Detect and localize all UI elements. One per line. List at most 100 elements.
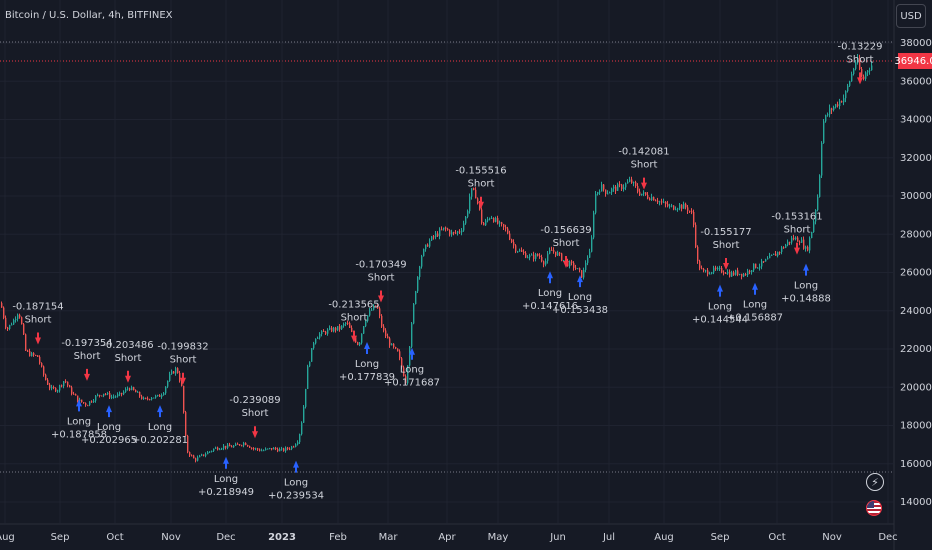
candle-body: [475, 189, 477, 199]
candle-body: [463, 223, 465, 231]
candle-body: [439, 229, 441, 237]
candle-body: [265, 448, 267, 451]
candle-body: [169, 373, 171, 381]
candle-body: [31, 353, 33, 357]
candle-body: [735, 270, 737, 275]
candle-body: [709, 273, 711, 275]
candle-body: [485, 220, 487, 226]
candle-body: [605, 189, 607, 194]
candle-body: [687, 207, 689, 211]
candle-body: [751, 270, 753, 272]
signal-value-label: +0.202281: [132, 435, 188, 446]
candle-body: [351, 327, 353, 332]
candle-body: [211, 450, 213, 452]
candle-body: [41, 363, 43, 367]
short-arrow-icon: [478, 196, 484, 209]
candle-body: [335, 327, 337, 331]
candle-body: [203, 454, 205, 456]
candle-body: [667, 204, 669, 207]
candle-body: [837, 104, 839, 107]
candle-body: [117, 394, 119, 397]
x-tick-label: Dec: [878, 532, 897, 543]
candle-body: [727, 271, 729, 274]
candle-body: [175, 368, 177, 374]
candle-body: [769, 255, 771, 259]
y-tick-label: 22000.0: [900, 344, 932, 355]
candle-body: [315, 338, 317, 344]
signal-value-label: -0.155177: [700, 227, 751, 238]
candle-body: [277, 449, 279, 452]
short-arrow-icon: [563, 256, 569, 269]
signal-side-label: Long: [148, 422, 172, 433]
candle-body: [595, 194, 597, 213]
candle-body: [577, 268, 579, 270]
x-tick-label: Aug: [654, 532, 674, 543]
candle-body: [347, 322, 349, 324]
short-arrow-icon: [723, 257, 729, 270]
candle-body: [191, 455, 193, 457]
candle-body: [5, 317, 7, 328]
x-tick-label: May: [488, 532, 509, 543]
candle-body: [465, 216, 467, 224]
candle-body: [443, 227, 445, 230]
long-arrow-icon: [577, 275, 583, 288]
candle-body: [461, 230, 463, 233]
candle-body: [549, 249, 551, 254]
candle-body: [355, 337, 357, 343]
candle-body: [833, 107, 835, 111]
candle-body: [221, 448, 223, 450]
candle-body: [209, 451, 211, 453]
us-flag-icon[interactable]: [866, 500, 882, 516]
candle-body: [139, 391, 141, 397]
signal-side-label: Long: [708, 302, 732, 313]
candle-body: [33, 353, 35, 356]
candle-body: [663, 201, 665, 203]
candle-body: [147, 398, 149, 400]
candle-body: [767, 258, 769, 260]
short-arrow-icon: [35, 332, 41, 345]
signal-side-label: Long: [743, 300, 767, 311]
candle-body: [469, 196, 471, 212]
signal-value-label: +0.144544: [692, 315, 748, 326]
candle-body: [869, 70, 871, 72]
candle-body: [611, 188, 613, 193]
candle-body: [307, 366, 309, 389]
x-tick-label: Jun: [549, 532, 566, 543]
symbol-title[interactable]: Bitcoin / U.S. Dollar, 4h, BITFINEX: [5, 10, 173, 21]
candle-body: [579, 268, 581, 271]
candle-body: [695, 224, 697, 247]
candle-body: [61, 385, 63, 387]
candle-body: [853, 68, 855, 75]
candle-body: [111, 396, 113, 398]
y-tick-label: 16000.0: [900, 459, 932, 470]
candle-body: [511, 239, 513, 243]
candle-body: [275, 447, 277, 450]
candle-body: [793, 237, 795, 240]
candle-body: [867, 70, 869, 73]
candle-body: [721, 267, 723, 273]
candle-body: [581, 270, 583, 278]
candle-body: [207, 452, 209, 455]
candle-body: [357, 342, 359, 345]
candle-body: [19, 314, 21, 318]
x-tick-label: Dec: [216, 532, 235, 543]
signal-value-label: -0.187154: [12, 302, 63, 313]
candle-body: [409, 346, 411, 366]
candle-body: [703, 268, 705, 271]
candle-body: [365, 320, 367, 327]
x-tick-label: 2023: [268, 532, 296, 543]
lightning-icon[interactable]: ⚡: [866, 473, 884, 491]
candle-body: [807, 246, 809, 251]
currency-button[interactable]: USD: [896, 4, 926, 28]
candle-body: [13, 319, 15, 325]
candle-body: [415, 291, 417, 305]
candle-body: [713, 267, 715, 273]
candle-body: [73, 393, 75, 395]
candle-body: [719, 267, 721, 269]
candle-body: [177, 368, 179, 374]
candle-body: [829, 108, 831, 115]
candle-body: [707, 270, 709, 275]
candle-body: [87, 405, 89, 407]
candle-body: [795, 237, 797, 240]
